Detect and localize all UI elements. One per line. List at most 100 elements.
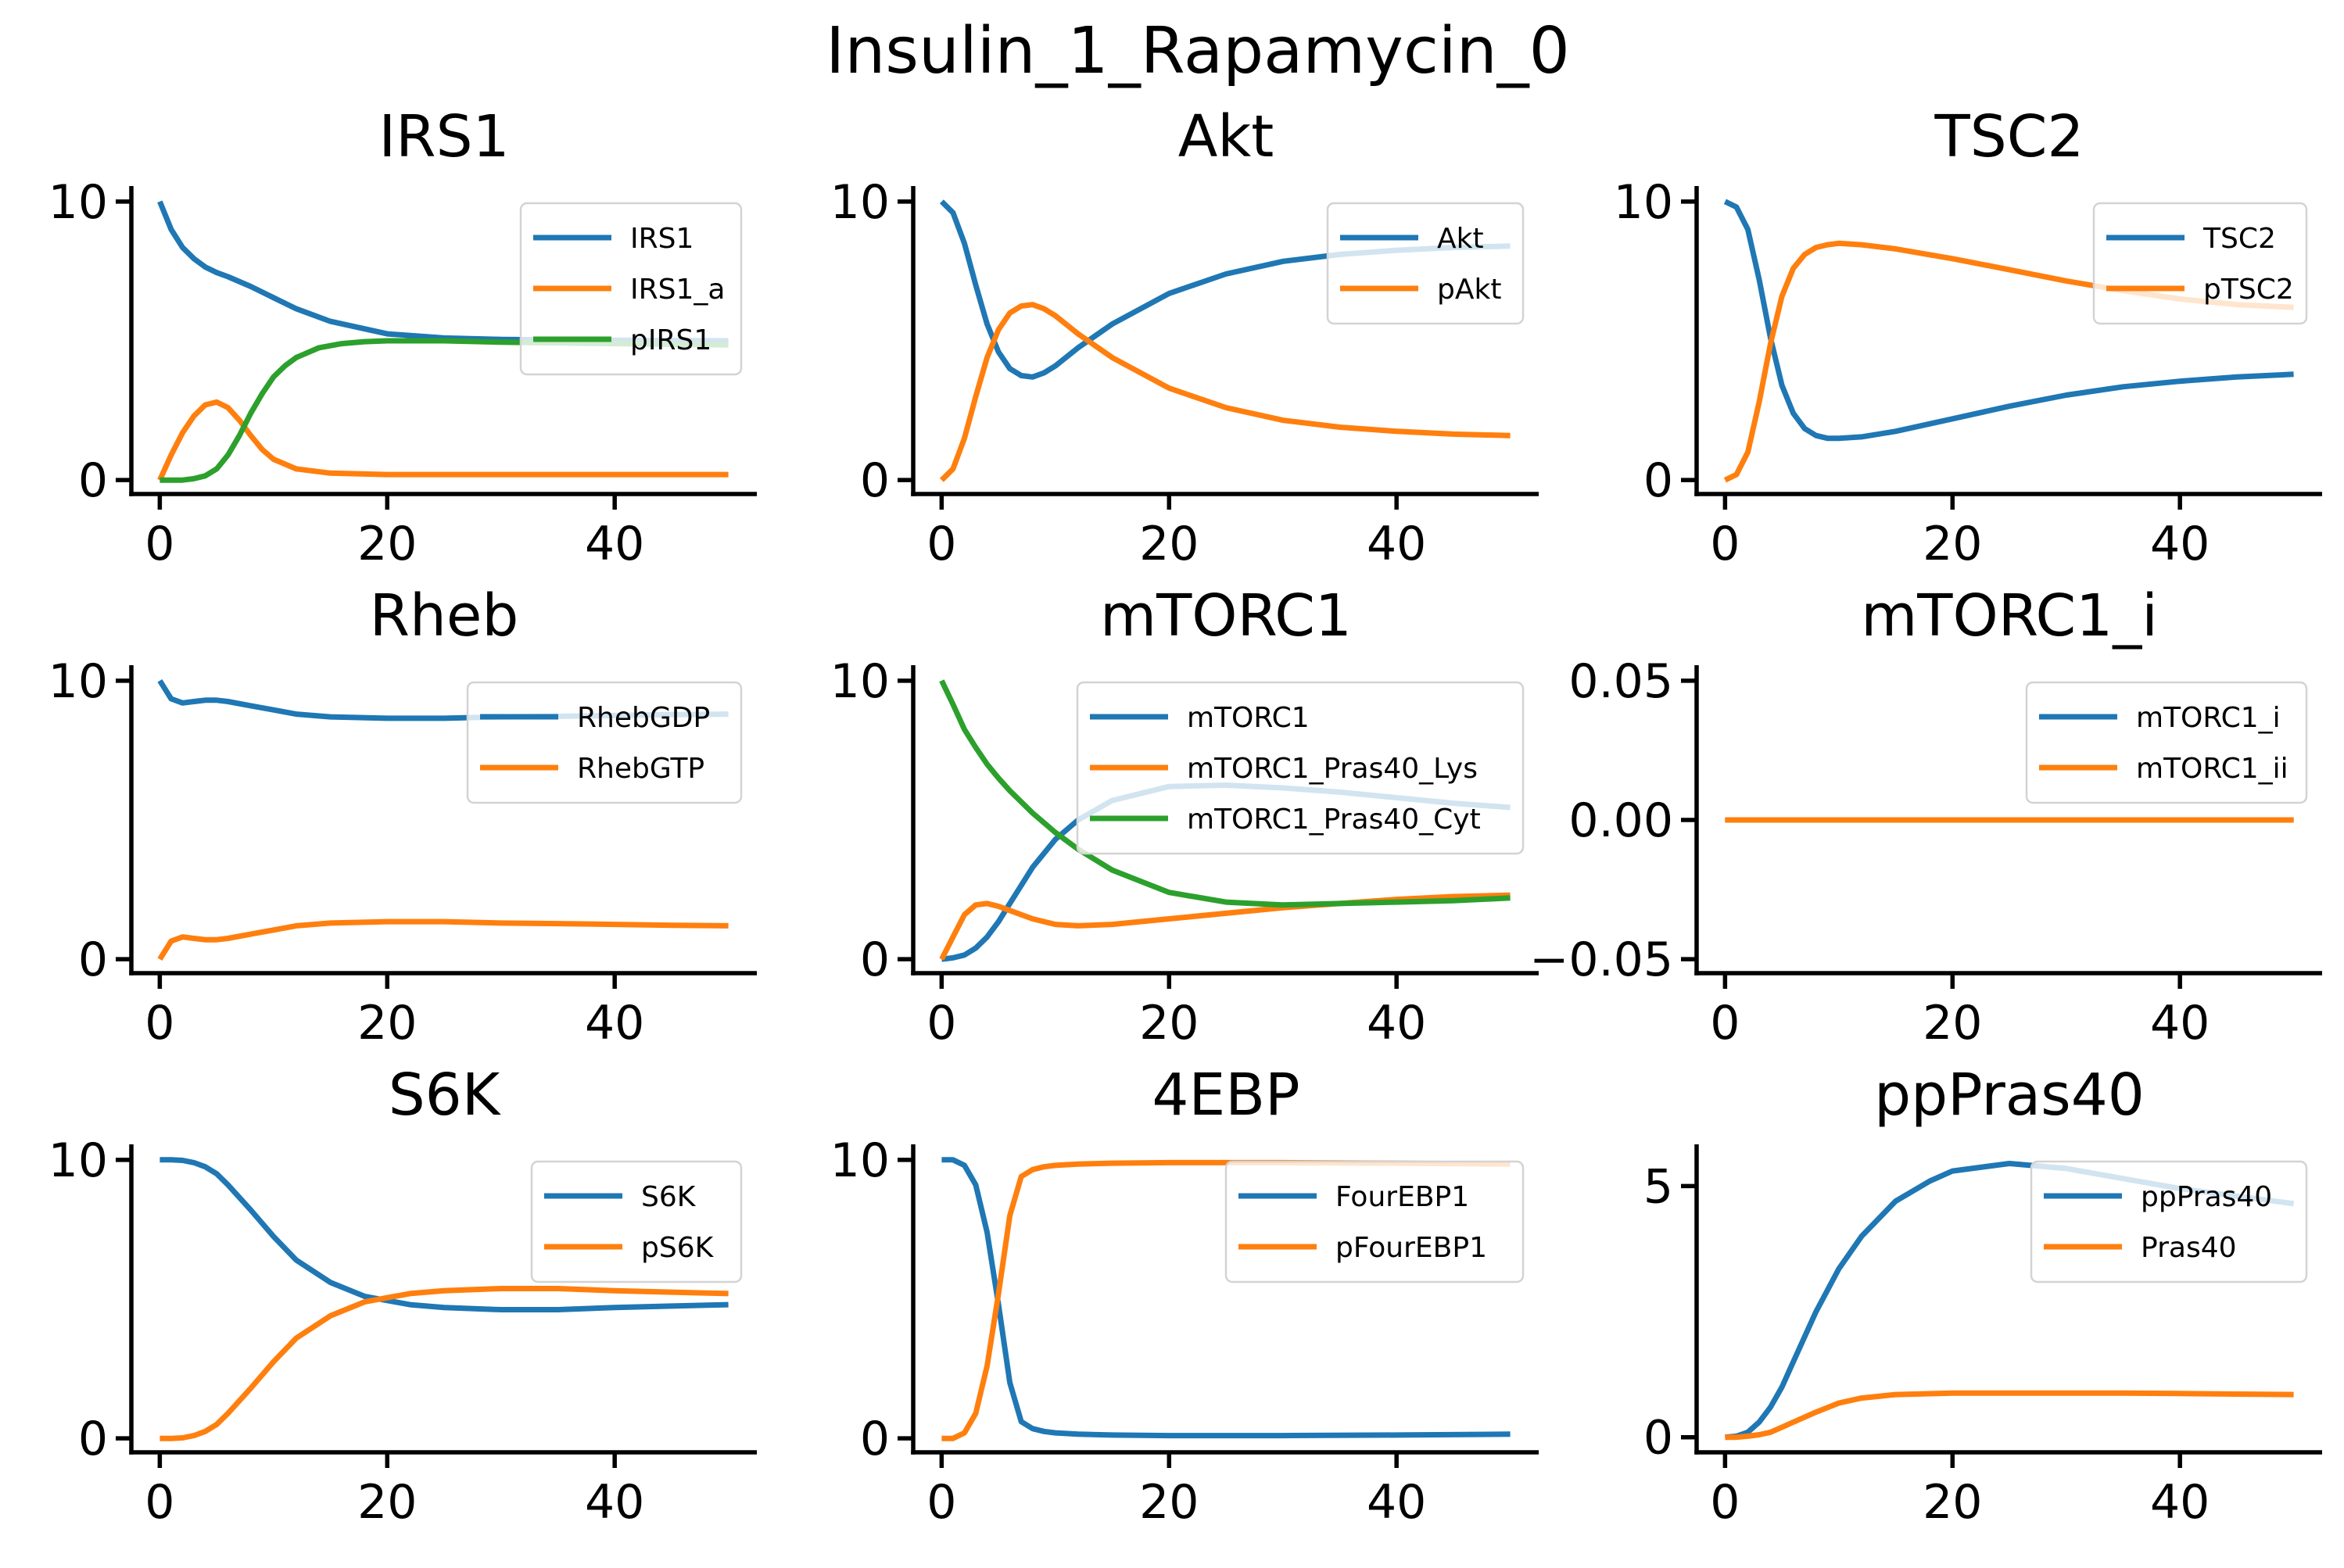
legend-frame: [2025, 681, 2308, 804]
legend-label: ppPras40: [2141, 1181, 2272, 1213]
y-tick-label: 5: [1643, 1159, 1673, 1214]
legend-frame: [2092, 202, 2308, 325]
legend: Akt pAkt: [1326, 202, 1525, 325]
series-line-pras40: [1725, 1390, 2294, 1441]
x-tick-label: 20: [357, 517, 417, 571]
series-line-tsc2: [1723, 199, 2294, 442]
legend-label: RhebGDP: [577, 702, 710, 734]
x-tick-label: 0: [926, 517, 956, 571]
x-tick-label: 20: [1923, 996, 1982, 1051]
legend-frame: [519, 202, 743, 376]
legend: TSC2 pTSC2: [2092, 202, 2308, 325]
y-tick-label: 0: [78, 933, 108, 987]
subplot-4ebp: 4EBP 0 20 40 0 10 FourEBP1 pFourEBP1: [830, 1061, 1539, 1530]
series-line-rhebgtp: [157, 918, 729, 961]
legend: FourEBP1 pFourEBP1: [1224, 1160, 1525, 1283]
legend-label: pAkt: [1437, 274, 1501, 306]
x-tick-label: 20: [1139, 996, 1199, 1051]
x-tick-label: 0: [145, 1475, 174, 1530]
legend: mTORC1_i mTORC1_ii: [2025, 681, 2308, 804]
x-tick-label: 40: [2150, 1475, 2210, 1530]
subplot-title: Akt: [1178, 103, 1274, 170]
legend-label: S6K: [641, 1181, 697, 1213]
legend-label: mTORC1_ii: [2136, 753, 2288, 785]
series-line-pakt: [939, 302, 1511, 482]
x-tick-label: 40: [585, 517, 644, 571]
legend-frame: [1326, 202, 1525, 325]
legend: IRS1 IRS1_a pIRS1: [519, 202, 743, 376]
legend-label: IRS1: [630, 223, 694, 255]
legend-label: TSC2: [2202, 223, 2276, 255]
y-tick-label: 0.05: [1568, 654, 1673, 709]
subplot-title: ppPras40: [1874, 1061, 2145, 1129]
legend: ppPras40 Pras40: [2030, 1160, 2308, 1283]
x-tick-label: 0: [926, 1475, 956, 1530]
legend-label: IRS1_a: [630, 274, 725, 306]
legend-frame: [1076, 681, 1525, 855]
legend-label: RhebGTP: [577, 753, 704, 785]
x-tick-label: 40: [2150, 996, 2210, 1051]
subplot-mtorc1_i: mTORC1_i0 20 40−0.050.000.05mTORC1_imTORC1…: [1529, 582, 2322, 1051]
series-line-mtorc1_pras40_cyt: [939, 679, 1511, 908]
subplot-title: TSC2: [1934, 103, 2084, 170]
legend-label: pFourEBP1: [1335, 1232, 1487, 1264]
y-tick-label: 10: [48, 1133, 108, 1188]
y-tick-label: 10: [48, 175, 108, 230]
series-line-fourebp1: [941, 1157, 1511, 1439]
x-tick-label: 20: [357, 1475, 417, 1530]
subplot-title: mTORC1_i: [1861, 582, 2158, 650]
y-tick-label: 0: [1643, 453, 1673, 508]
series-line-pfourebp1: [941, 1159, 1511, 1441]
series-line-s6k: [159, 1157, 729, 1312]
x-tick-label: 0: [145, 517, 174, 571]
y-tick-label: 0: [1643, 1411, 1673, 1466]
y-tick-label: 10: [830, 654, 890, 709]
figure-title: Insulin_1_Rapamycin_0: [826, 14, 1570, 88]
y-tick-label: 10: [48, 654, 108, 709]
x-tick-label: 0: [1710, 996, 1740, 1051]
y-tick-label: −0.05: [1529, 933, 1673, 987]
x-tick-label: 20: [1923, 1475, 1982, 1530]
subplot-title: IRS1: [378, 103, 509, 170]
subplot-title: S6K: [389, 1061, 502, 1129]
subplot-s6k: S6K 0 20 40 0 10 S6K pS6K: [48, 1061, 757, 1530]
legend-label: FourEBP1: [1335, 1181, 1469, 1213]
subplot-title: Rheb: [370, 582, 519, 650]
y-tick-label: 0: [860, 1412, 890, 1466]
x-tick-label: 40: [585, 996, 644, 1051]
subplot-title: 4EBP: [1152, 1061, 1299, 1129]
subplot-akt: Akt 0 20 40 0 10 Akt pAkt: [830, 103, 1539, 571]
y-tick-label: 0: [78, 453, 108, 508]
legend-label: Pras40: [2141, 1232, 2237, 1264]
x-tick-label: 0: [926, 996, 956, 1051]
legend-label: mTORC1_Pras40_Cyt: [1187, 804, 1481, 836]
legend-frame: [1224, 1160, 1525, 1283]
y-tick-label: 0: [860, 453, 890, 508]
legend-label: mTORC1_Pras40_Lys: [1187, 753, 1478, 785]
y-tick-label: 0: [78, 1412, 108, 1466]
subplot-title: mTORC1: [1100, 582, 1352, 650]
legend-label: mTORC1: [1187, 702, 1310, 734]
x-tick-label: 20: [1923, 517, 1982, 571]
legend-frame: [530, 1160, 743, 1283]
y-tick-label: 10: [1614, 175, 1673, 230]
legend-label: Akt: [1437, 223, 1484, 255]
series-line-irs1_a: [157, 399, 729, 481]
subplot-irs1: IRS1 0 20 40 0 10 IRS1 IRS1_a pIRS1: [48, 103, 757, 571]
x-tick-label: 0: [1710, 1475, 1740, 1530]
y-tick-label: 0.00: [1568, 793, 1673, 848]
subplot-pppras40: ppPras40 0 20 40 0 5 ppPras40 Pras40: [1643, 1061, 2322, 1530]
series-line-ps6k: [159, 1286, 729, 1441]
legend: S6K pS6K: [530, 1160, 743, 1283]
legend-label: mTORC1_i: [2136, 702, 2281, 734]
legend-label: pTSC2: [2203, 274, 2294, 306]
legend-label: pIRS1: [630, 324, 711, 356]
x-tick-label: 0: [145, 996, 174, 1051]
x-tick-label: 40: [585, 1475, 644, 1530]
subplot-rheb: Rheb 0 20 40 0 10 RhebGDP RhebGTP: [48, 582, 757, 1051]
legend-label: pS6K: [641, 1232, 715, 1264]
x-tick-label: 40: [1367, 996, 1426, 1051]
x-tick-label: 40: [2150, 517, 2210, 571]
